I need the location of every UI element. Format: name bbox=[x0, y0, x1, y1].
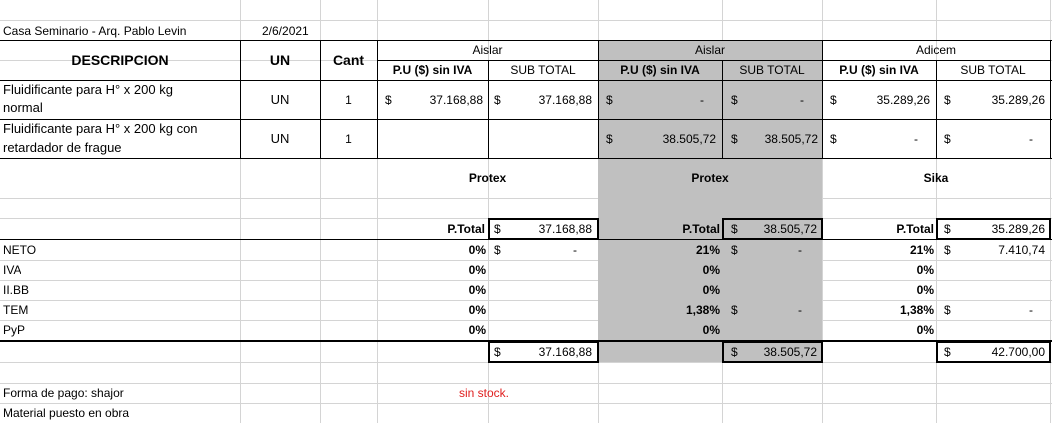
s3-tem-currency: $ bbox=[944, 303, 951, 317]
s3-neto-currency: $ bbox=[944, 243, 951, 257]
tax-label-neto[interactable]: NETO bbox=[3, 243, 37, 257]
tax-label-iva[interactable]: IVA bbox=[3, 263, 22, 277]
stock-note[interactable]: sin stock. bbox=[459, 386, 510, 400]
s1-ptotal-label: P.Total bbox=[447, 222, 485, 236]
s2-tax-pct-pyp[interactable]: 0% bbox=[702, 323, 720, 337]
s2-tax-pct-iva[interactable]: 0% bbox=[702, 263, 720, 277]
s3-tax-pct-tem[interactable]: 1,38% bbox=[899, 303, 934, 317]
s2-sub-header[interactable]: SUB TOTAL bbox=[739, 63, 805, 77]
s2-tax-pct-tem[interactable]: 1,38% bbox=[685, 303, 720, 317]
s1-tax-pct-iva[interactable]: 0% bbox=[468, 263, 486, 277]
s1-ptotal[interactable]: 37.168,88 bbox=[538, 222, 592, 236]
s1-neto-currency: $ bbox=[494, 243, 501, 257]
row2-s2-sub[interactable]: 38.505,72 bbox=[764, 132, 818, 146]
col-cant[interactable]: Cant bbox=[332, 52, 365, 68]
row2-desc-line1[interactable]: Fluidificante para H° x 200 kg con bbox=[3, 121, 198, 136]
row1-s3-pu-currency: $ bbox=[830, 93, 837, 107]
row1-s1-pu-currency: $ bbox=[385, 93, 392, 107]
s3-tax-pct-iibb[interactable]: 0% bbox=[916, 283, 934, 297]
payment-note[interactable]: Forma de pago: shajor bbox=[3, 386, 124, 400]
brand-1[interactable]: Protex bbox=[468, 171, 507, 185]
s3-ptotal-label: P.Total bbox=[896, 222, 934, 236]
tax-label-pyp[interactable]: PyP bbox=[3, 323, 26, 337]
s1-tax-pct-pyp[interactable]: 0% bbox=[468, 323, 486, 337]
s3-tax-pct-neto[interactable]: 21% bbox=[909, 243, 934, 257]
row1-s2-pu-currency: $ bbox=[606, 93, 613, 107]
tax-label-tem[interactable]: TEM bbox=[3, 303, 29, 317]
s3-ptotal[interactable]: 35.289,26 bbox=[991, 222, 1045, 236]
s2-final-total[interactable]: 38.505,72 bbox=[763, 345, 817, 359]
s3-pu-header[interactable]: P.U ($) sin IVA bbox=[839, 63, 919, 77]
s3-tax-pct-iva[interactable]: 0% bbox=[916, 263, 934, 277]
highlighted-supplier-column bbox=[598, 40, 822, 362]
s3-tem-amount[interactable]: - bbox=[1029, 303, 1033, 317]
row1-s1-pu[interactable]: 37.168,88 bbox=[429, 93, 483, 107]
s1-tax-pct-neto[interactable]: 0% bbox=[468, 243, 486, 257]
supplier-2[interactable]: Aislar bbox=[694, 43, 725, 57]
s2-ptotal[interactable]: 38.505,72 bbox=[763, 222, 817, 236]
s3-final-total[interactable]: 42.700,00 bbox=[991, 345, 1045, 359]
row1-un[interactable]: UN bbox=[270, 92, 290, 107]
s3-sub-header[interactable]: SUB TOTAL bbox=[960, 63, 1026, 77]
row1-desc-line1[interactable]: Fluidificante para H° x 200 kg bbox=[3, 82, 173, 97]
s2-pu-header[interactable]: P.U ($) sin IVA bbox=[620, 63, 700, 77]
supplier-3[interactable]: Adicem bbox=[915, 43, 956, 57]
s3-final-currency: $ bbox=[944, 345, 951, 359]
row2-s3-sub-currency: $ bbox=[944, 132, 951, 146]
s2-tax-pct-neto[interactable]: 21% bbox=[695, 243, 720, 257]
row1-s2-sub[interactable]: - bbox=[800, 93, 804, 107]
s1-sub-header[interactable]: SUB TOTAL bbox=[510, 63, 576, 77]
s2-ptotal-currency: $ bbox=[731, 222, 738, 236]
s3-tax-pct-pyp[interactable]: 0% bbox=[916, 323, 934, 337]
row2-s3-sub[interactable]: - bbox=[1029, 132, 1033, 146]
row1-s2-sub-currency: $ bbox=[731, 93, 738, 107]
row1-s1-sub-currency: $ bbox=[494, 93, 501, 107]
s2-neto-currency: $ bbox=[731, 243, 738, 257]
row2-s3-pu[interactable]: - bbox=[914, 132, 918, 146]
s2-final-currency: $ bbox=[731, 345, 738, 359]
s1-ptotal-currency: $ bbox=[494, 222, 501, 236]
row1-s2-pu[interactable]: - bbox=[700, 93, 704, 107]
s1-tax-pct-tem[interactable]: 0% bbox=[468, 303, 486, 317]
s3-ptotal-currency: $ bbox=[944, 222, 951, 236]
col-un[interactable]: UN bbox=[269, 52, 291, 68]
brand-3[interactable]: Sika bbox=[923, 171, 949, 185]
s2-ptotal-label: P.Total bbox=[682, 222, 720, 236]
s2-tem-currency: $ bbox=[731, 303, 738, 317]
row2-un[interactable]: UN bbox=[270, 131, 290, 146]
row1-s3-pu[interactable]: 35.289,26 bbox=[876, 93, 930, 107]
row2-s3-pu-currency: $ bbox=[830, 132, 837, 146]
project-name[interactable]: Casa Seminario - Arq. Pablo Levin bbox=[3, 24, 187, 38]
s2-tax-pct-iibb[interactable]: 0% bbox=[702, 283, 720, 297]
s1-tax-pct-iibb[interactable]: 0% bbox=[468, 283, 486, 297]
row1-cant[interactable]: 1 bbox=[345, 93, 352, 107]
tax-label-iibb[interactable]: II.BB bbox=[3, 283, 30, 297]
supplier-1[interactable]: Aislar bbox=[472, 43, 503, 57]
s3-neto-amount[interactable]: 7.410,74 bbox=[998, 243, 1045, 257]
brand-2[interactable]: Protex bbox=[691, 171, 729, 185]
row1-desc-line2[interactable]: normal bbox=[3, 100, 43, 115]
material-note[interactable]: Material puesto en obra bbox=[3, 406, 130, 420]
date-cell[interactable]: 2/6/2021 bbox=[262, 24, 309, 38]
row1-s3-sub[interactable]: 35.289,26 bbox=[991, 93, 1045, 107]
row1-s1-sub[interactable]: 37.168,88 bbox=[538, 93, 592, 107]
row2-s2-pu-currency: $ bbox=[606, 132, 613, 146]
row2-s2-sub-currency: $ bbox=[731, 132, 738, 146]
s1-final-total[interactable]: 37.168,88 bbox=[538, 345, 592, 359]
row1-s3-sub-currency: $ bbox=[944, 93, 951, 107]
s1-pu-header[interactable]: P.U ($) sin IVA bbox=[392, 63, 473, 77]
s2-neto-amount[interactable]: - bbox=[798, 243, 802, 257]
col-descripcion[interactable]: DESCRIPCION bbox=[71, 52, 169, 68]
row2-desc-line2[interactable]: retardador de frague bbox=[3, 140, 122, 155]
s1-final-currency: $ bbox=[494, 345, 501, 359]
s1-neto-amount[interactable]: - bbox=[573, 243, 577, 257]
s2-tem-amount[interactable]: - bbox=[798, 303, 802, 317]
row2-s2-pu[interactable]: 38.505,72 bbox=[662, 132, 716, 146]
row2-cant[interactable]: 1 bbox=[345, 132, 352, 146]
